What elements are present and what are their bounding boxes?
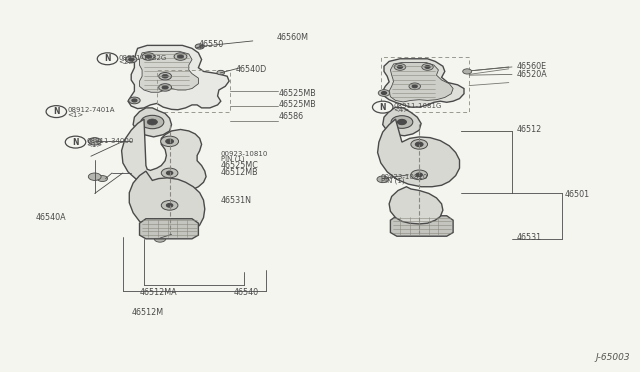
- Text: 46531N: 46531N: [221, 196, 252, 205]
- Circle shape: [166, 139, 173, 144]
- Circle shape: [397, 65, 403, 68]
- Text: <4>: <4>: [394, 108, 410, 113]
- Circle shape: [166, 203, 173, 207]
- Circle shape: [412, 85, 417, 88]
- Text: J-65003: J-65003: [596, 353, 630, 362]
- Text: 00923-10810: 00923-10810: [381, 174, 428, 180]
- Circle shape: [132, 99, 137, 102]
- Text: 46550: 46550: [198, 40, 223, 49]
- Circle shape: [159, 84, 172, 91]
- Circle shape: [378, 90, 390, 96]
- Circle shape: [142, 53, 155, 60]
- Circle shape: [141, 115, 164, 129]
- Text: 08912-7401A: 08912-7401A: [67, 108, 115, 113]
- Text: 46531: 46531: [517, 233, 542, 242]
- Polygon shape: [389, 187, 443, 224]
- Circle shape: [394, 64, 406, 70]
- Circle shape: [217, 70, 225, 75]
- Circle shape: [161, 168, 178, 178]
- Text: 46512MA: 46512MA: [140, 288, 177, 296]
- Circle shape: [159, 73, 172, 80]
- Text: 46512: 46512: [517, 125, 542, 134]
- Text: 46512M: 46512M: [131, 308, 163, 317]
- Text: 46512MB: 46512MB: [221, 169, 259, 177]
- Circle shape: [129, 58, 134, 61]
- Circle shape: [162, 86, 168, 89]
- Circle shape: [195, 44, 204, 49]
- Circle shape: [129, 97, 140, 104]
- Circle shape: [397, 119, 406, 125]
- Polygon shape: [390, 216, 453, 236]
- Circle shape: [145, 55, 152, 58]
- Text: PIN (1): PIN (1): [221, 155, 244, 162]
- Text: 46525MB: 46525MB: [279, 100, 317, 109]
- Polygon shape: [383, 107, 421, 136]
- Text: 46540A: 46540A: [35, 213, 66, 222]
- Text: PIN (1): PIN (1): [381, 178, 404, 185]
- Text: 00923-10810: 00923-10810: [221, 151, 268, 157]
- Circle shape: [154, 235, 166, 242]
- Circle shape: [381, 92, 387, 94]
- Circle shape: [166, 171, 173, 175]
- Text: 46525MC: 46525MC: [221, 161, 259, 170]
- Polygon shape: [122, 119, 206, 193]
- Circle shape: [411, 170, 428, 180]
- Text: 46525MB: 46525MB: [279, 89, 317, 98]
- Polygon shape: [128, 45, 229, 110]
- Circle shape: [88, 173, 101, 180]
- Circle shape: [161, 136, 179, 147]
- Text: 46586: 46586: [279, 112, 304, 121]
- Circle shape: [411, 140, 428, 149]
- Text: 08911-34000: 08911-34000: [86, 138, 134, 144]
- Text: 08911-1082G: 08911-1082G: [118, 55, 166, 61]
- Polygon shape: [378, 119, 460, 187]
- Polygon shape: [129, 171, 205, 236]
- Text: N: N: [104, 54, 111, 63]
- Circle shape: [177, 55, 184, 58]
- Text: <1>: <1>: [86, 142, 102, 148]
- Text: 46501: 46501: [564, 190, 589, 199]
- Text: N: N: [53, 107, 60, 116]
- Circle shape: [88, 138, 101, 145]
- Text: 46560E: 46560E: [517, 62, 547, 71]
- Circle shape: [372, 101, 393, 113]
- Circle shape: [391, 116, 413, 128]
- Circle shape: [463, 69, 472, 74]
- Circle shape: [415, 142, 423, 147]
- Circle shape: [416, 173, 422, 177]
- Circle shape: [422, 64, 433, 70]
- Circle shape: [46, 106, 67, 118]
- Text: 46540: 46540: [234, 288, 259, 296]
- Circle shape: [125, 56, 137, 63]
- Text: N: N: [72, 138, 79, 147]
- Circle shape: [377, 176, 388, 183]
- Polygon shape: [383, 59, 464, 107]
- Circle shape: [65, 136, 86, 148]
- Circle shape: [97, 53, 118, 65]
- Circle shape: [425, 65, 430, 68]
- Text: N: N: [380, 103, 386, 112]
- Text: <2>: <2>: [118, 59, 134, 65]
- Text: <1>: <1>: [67, 112, 83, 118]
- Circle shape: [97, 176, 108, 182]
- Text: 46540D: 46540D: [236, 65, 267, 74]
- Text: 08911-1081G: 08911-1081G: [394, 103, 442, 109]
- Circle shape: [174, 53, 187, 60]
- Polygon shape: [389, 62, 453, 102]
- Polygon shape: [140, 219, 198, 239]
- Polygon shape: [133, 108, 172, 137]
- Circle shape: [161, 201, 178, 210]
- Circle shape: [409, 83, 420, 90]
- Text: 46520A: 46520A: [517, 70, 548, 79]
- Circle shape: [162, 74, 168, 78]
- Circle shape: [147, 119, 157, 125]
- Polygon shape: [140, 51, 198, 92]
- Text: 46560M: 46560M: [276, 33, 308, 42]
